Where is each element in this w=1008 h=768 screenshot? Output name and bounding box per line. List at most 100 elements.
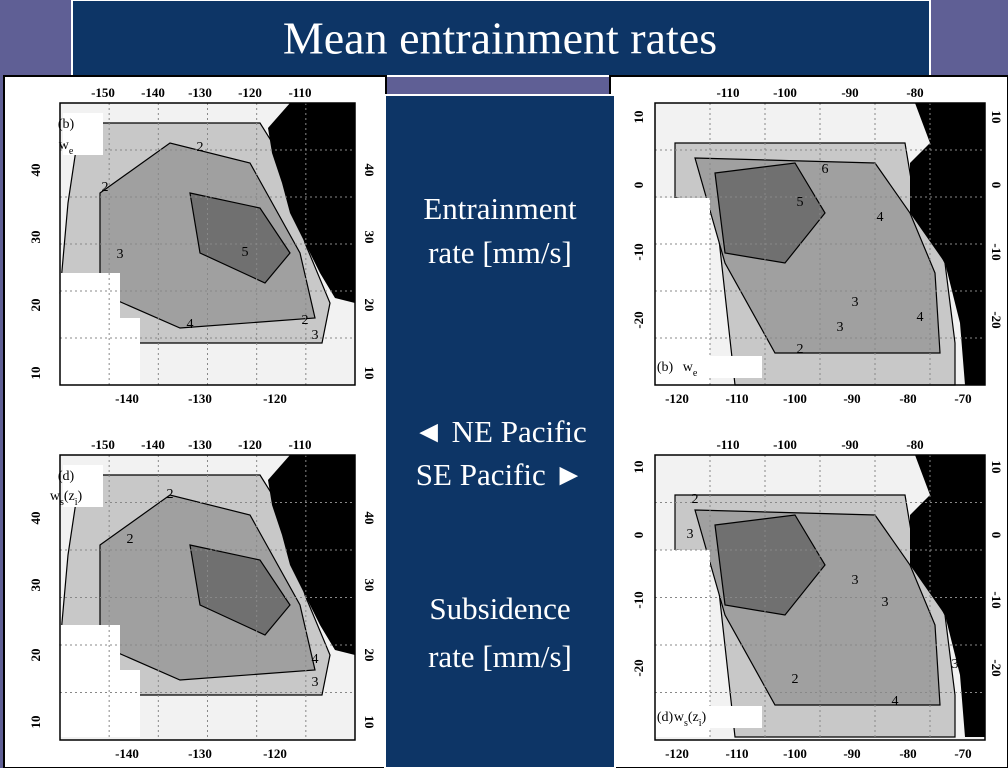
title-box (71, 0, 931, 77)
right-tick-label: 10 (362, 716, 377, 729)
center-text: Entrainment rate [mm/s] ◄ NE Pacific SE Pac… (413, 191, 587, 674)
right-tick-label: -20 (989, 311, 1004, 328)
contour-label: 2 (167, 487, 174, 502)
contour-label: 4 (917, 310, 924, 325)
contour-label: 3 (852, 573, 859, 588)
right-tick-label: 0 (989, 532, 1004, 539)
left-tick-label: 40 (28, 164, 43, 177)
center-box (384, 94, 616, 768)
contour-label: 3 (312, 675, 319, 690)
left-tick-label: 0 (631, 532, 646, 539)
right-tick-label: 40 (362, 512, 377, 525)
top-tick-label: -120 (238, 85, 262, 100)
top-tick-label: -100 (773, 85, 797, 100)
left-tick-label: 30 (28, 231, 43, 244)
top-tick-label: -110 (288, 85, 311, 100)
label-bg (662, 706, 762, 728)
right-tick-label: 20 (362, 299, 377, 312)
contour-label: 2 (127, 532, 134, 547)
top-tick-label: -110 (716, 85, 739, 100)
contour-label: 4 (187, 317, 194, 332)
bottom-tick-label: -120 (665, 746, 689, 761)
map: -150 -140 -130 -120 -110 -140 -130 -120 40 30 20 10… (28, 437, 377, 761)
right-tick-label: -10 (989, 243, 1004, 260)
left-tick-label: 10 (631, 461, 646, 474)
symbol-part: i (75, 497, 78, 508)
right-tick-label: 10 (362, 367, 377, 380)
bottom-tick-label: -100 (783, 746, 807, 761)
contour-region (714, 514, 826, 616)
left-tick-label: 10 (631, 111, 646, 124)
symbol-part: s (60, 497, 64, 508)
bottom-tick-label: -130 (188, 391, 212, 406)
top-tick-label: -90 (841, 437, 858, 452)
top-tick-label: -100 (773, 437, 797, 452)
top-tick-label: -80 (906, 437, 923, 452)
center-line: Subsidence (429, 591, 570, 626)
panel-label: (d) (657, 710, 674, 725)
no-data (655, 550, 710, 737)
symbol-part: s (684, 718, 688, 729)
contour-label: 2 (792, 672, 799, 687)
no-data (60, 625, 140, 737)
bottom-tick-label: -80 (899, 746, 916, 761)
center-line: ◄ NE Pacific (413, 414, 587, 449)
map: -150 -140 -130 -120 -110 -140 -130 -120 40 30 20 10… (28, 85, 377, 406)
panel-symbol: we (683, 360, 698, 379)
contour-region (714, 162, 826, 264)
symbol-part: ) (702, 710, 707, 725)
top-tick-label: -110 (716, 437, 739, 452)
symbol-part: e (69, 146, 74, 157)
symbol-part: ) (78, 489, 83, 504)
left-tick-label: 20 (28, 299, 43, 312)
contour-region (189, 544, 291, 636)
contour-label: 5 (797, 195, 804, 210)
map-frame (654, 102, 986, 386)
right-tick-label: 0 (989, 182, 1004, 189)
symbol-part: e (693, 368, 698, 379)
contour-label: 3 (117, 247, 124, 262)
symbol-part: w (59, 138, 70, 153)
panel-symbol: ws(zi) (674, 710, 707, 729)
contour-label: 2 (102, 180, 109, 195)
left-tick-label: 30 (28, 579, 43, 592)
map-frame (59, 454, 356, 741)
symbol-part: (z (64, 489, 75, 504)
left-tick-label: -20 (631, 659, 646, 676)
center-line: rate [mm/s] (428, 235, 572, 270)
label-bg (63, 465, 103, 507)
bottom-tick-label: -70 (954, 746, 971, 761)
contour-label: 4 (892, 694, 899, 709)
top-tick-label: -80 (906, 85, 923, 100)
right-tick-label: 40 (362, 164, 377, 177)
contour-label: 4 (312, 652, 319, 667)
bottom-tick-label: -140 (115, 746, 139, 761)
top-tick-label: -150 (91, 85, 115, 100)
bottom-tick-label: -120 (263, 746, 287, 761)
panel-label: (b) (657, 360, 674, 375)
contour-label: 2 (797, 342, 804, 357)
center-line: rate [mm/s] (428, 639, 572, 674)
bottom-tick-label: -70 (954, 391, 971, 406)
left-tick-label: 10 (28, 716, 43, 729)
map: -110 -100 -90 -80-120 -110 -100 -90 -80 -70100-1… (631, 437, 1004, 761)
top-tick-label: -150 (91, 437, 115, 452)
left-tick-label: 10 (28, 367, 43, 380)
contour-region (189, 192, 291, 284)
map-frame (654, 454, 986, 741)
label-bg (63, 113, 103, 155)
title: Mean entrainment rates (283, 13, 717, 64)
bottom-tick-label: -120 (263, 391, 287, 406)
right-tick-label: 10 (989, 461, 1004, 474)
label-bg (662, 356, 762, 378)
top-tick-label: -120 (238, 437, 262, 452)
bottom-tick-label: -90 (843, 391, 860, 406)
bottom-tick-label: -110 (725, 746, 748, 761)
symbol-part: w (683, 360, 694, 375)
left-tick-label: 20 (28, 649, 43, 662)
no-data (60, 273, 140, 385)
top-tick-label: -140 (141, 437, 165, 452)
left-tick-label: -20 (631, 311, 646, 328)
top-tick-label: -90 (841, 85, 858, 100)
